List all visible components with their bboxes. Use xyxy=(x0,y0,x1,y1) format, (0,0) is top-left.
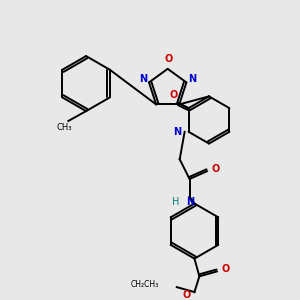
Text: N: N xyxy=(139,74,147,85)
Text: O: O xyxy=(211,164,219,174)
Text: CH₃: CH₃ xyxy=(57,123,72,132)
Text: O: O xyxy=(165,54,173,64)
Text: N: N xyxy=(188,74,196,85)
Text: O: O xyxy=(182,290,190,300)
Text: N: N xyxy=(187,196,195,207)
Text: H: H xyxy=(172,196,180,207)
Text: O: O xyxy=(221,264,229,274)
Text: N: N xyxy=(174,127,182,137)
Text: O: O xyxy=(170,90,178,100)
Text: CH₂CH₃: CH₂CH₃ xyxy=(131,280,159,289)
